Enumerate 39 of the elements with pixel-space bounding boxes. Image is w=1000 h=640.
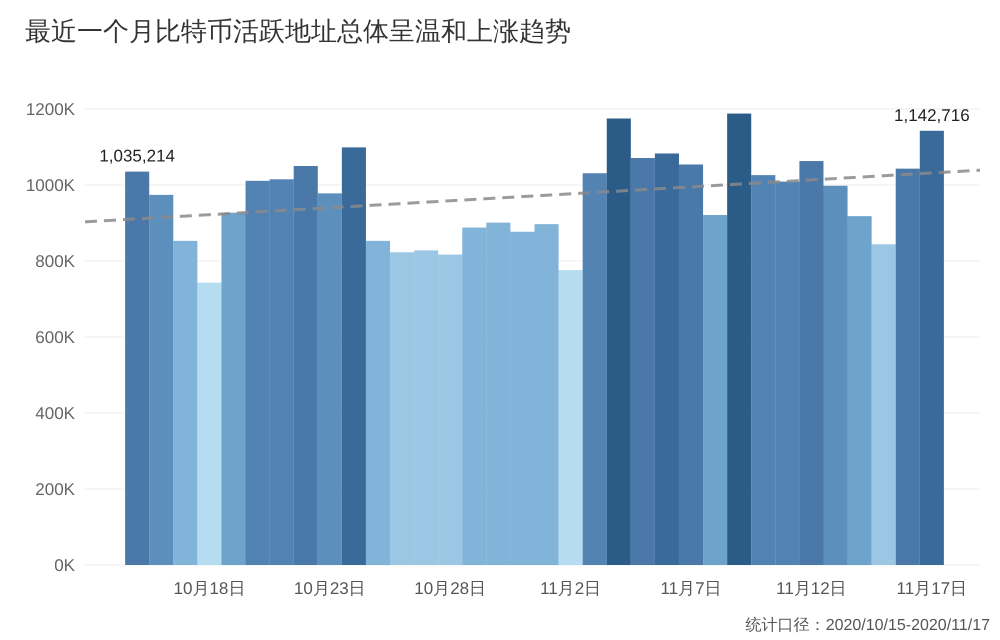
y-tick-label: 0K xyxy=(54,556,76,575)
bar xyxy=(872,244,896,565)
x-tick-label: 10月28日 xyxy=(414,579,486,598)
bar xyxy=(558,270,583,565)
bar xyxy=(221,212,246,565)
text: 统计口径：2020/10/15-2020/11/17 xyxy=(746,616,990,634)
data-label: 1,035,214 xyxy=(99,146,175,166)
data-label: 1,142,716 xyxy=(894,106,970,125)
bar xyxy=(197,282,222,565)
y-tick-label: 1200K xyxy=(26,100,76,119)
x-tick-label: 11月2日 xyxy=(540,579,602,598)
bar xyxy=(149,194,174,565)
chart-title: 最近一个月比特币活跃地址总体呈温和上涨趋势 xyxy=(25,16,571,46)
bar xyxy=(173,240,198,565)
bar xyxy=(920,130,944,565)
bar xyxy=(727,114,752,565)
bar xyxy=(342,147,366,565)
x-tick-label: 11月17日 xyxy=(896,579,968,598)
bar xyxy=(848,216,872,565)
x-tick-label: 10月23日 xyxy=(294,579,366,598)
y-tick-label: 1000K xyxy=(26,176,76,195)
x-tick-label: 10月18日 xyxy=(174,579,246,598)
y-tick-label: 200K xyxy=(35,480,76,499)
bar xyxy=(318,193,342,565)
x-tick-label: 11月12日 xyxy=(776,579,847,598)
bar xyxy=(606,118,631,565)
bar xyxy=(896,168,920,565)
bar xyxy=(582,173,607,565)
y-tick-label: 400K xyxy=(35,404,76,423)
bar xyxy=(630,158,655,565)
bar xyxy=(703,215,728,565)
bar xyxy=(654,153,679,565)
y-tick-label: 600K xyxy=(35,328,76,347)
bar xyxy=(366,240,390,565)
y-tick-label: 800K xyxy=(35,252,76,271)
bar xyxy=(823,186,848,565)
bar xyxy=(678,164,704,565)
x-tick-label: 11月7日 xyxy=(660,579,722,598)
bar xyxy=(125,172,150,565)
